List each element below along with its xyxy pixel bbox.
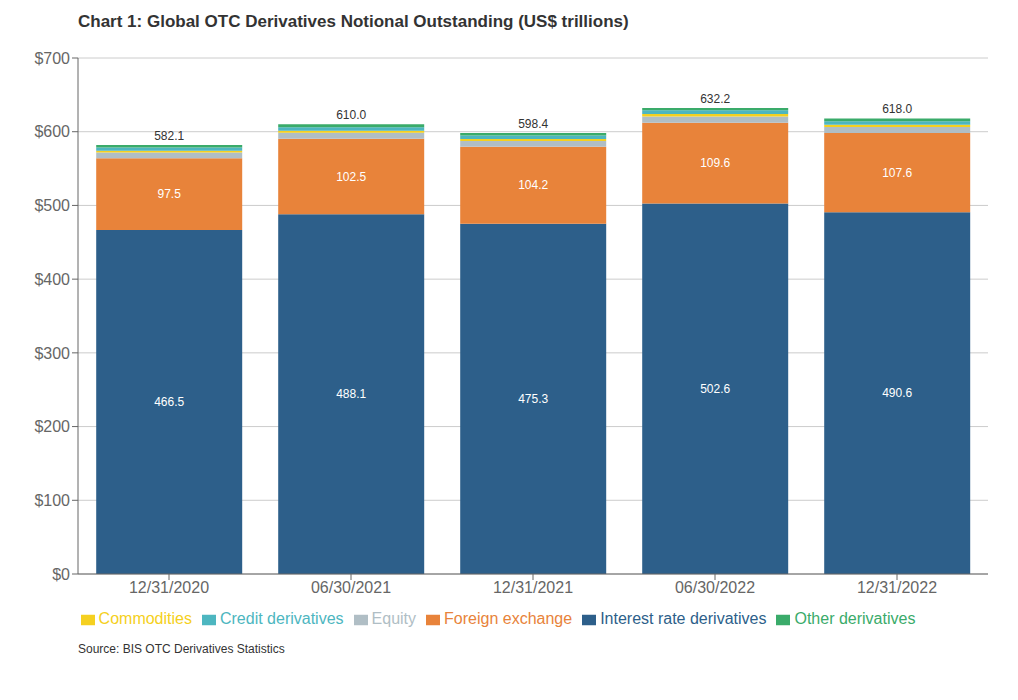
svg-text:12/31/2022: 12/31/2022 bbox=[857, 579, 937, 596]
svg-text:$100: $100 bbox=[34, 492, 70, 509]
html-text:Foreign exchange: Foreign exchange bbox=[444, 610, 573, 627]
svg-text:$700: $700 bbox=[34, 50, 70, 67]
svg-text:502.6: 502.6 bbox=[700, 382, 730, 396]
svg-text:12/31/2021: 12/31/2021 bbox=[493, 579, 573, 596]
html-text:Source: BIS OTC Derivatives St: Source: BIS OTC Derivatives Statistics bbox=[78, 642, 285, 656]
svg-text:109.6: 109.6 bbox=[700, 156, 730, 170]
svg-text:598.4: 598.4 bbox=[518, 117, 548, 131]
svg-text:582.1: 582.1 bbox=[154, 129, 184, 143]
svg-text:$600: $600 bbox=[34, 123, 70, 140]
svg-text:466.5: 466.5 bbox=[154, 395, 184, 409]
svg-text:618.0: 618.0 bbox=[882, 102, 912, 116]
svg-text:104.2: 104.2 bbox=[518, 178, 548, 192]
svg-text:$0: $0 bbox=[52, 566, 70, 583]
html-text:Chart 1: Global OTC Derivative: Chart 1: Global OTC Derivatives Notional… bbox=[78, 12, 629, 31]
svg-text:490.6: 490.6 bbox=[882, 386, 912, 400]
svg-text:102.5: 102.5 bbox=[336, 170, 366, 184]
svg-text:475.3: 475.3 bbox=[518, 392, 548, 406]
svg-text:610.0: 610.0 bbox=[336, 108, 366, 122]
svg-text:06/30/2022: 06/30/2022 bbox=[675, 579, 755, 596]
svg-text:$200: $200 bbox=[34, 418, 70, 435]
svg-text:06/30/2021: 06/30/2021 bbox=[311, 579, 391, 596]
html-text:Credit derivatives: Credit derivatives bbox=[220, 610, 344, 627]
svg-text:488.1: 488.1 bbox=[336, 387, 366, 401]
html-text:Commodities: Commodities bbox=[98, 610, 192, 627]
svg-text:107.6: 107.6 bbox=[882, 166, 912, 180]
html-text:Equity: Equity bbox=[371, 610, 416, 627]
svg-text:$400: $400 bbox=[34, 271, 70, 288]
svg-text:12/31/2020: 12/31/2020 bbox=[129, 579, 209, 596]
svg-text:97.5: 97.5 bbox=[158, 187, 182, 201]
html-text:Interest rate derivatives: Interest rate derivatives bbox=[600, 610, 767, 627]
svg-text:$500: $500 bbox=[34, 197, 70, 214]
svg-text:632.2: 632.2 bbox=[700, 92, 730, 106]
svg-text:$300: $300 bbox=[34, 345, 70, 362]
html-text:Other derivatives: Other derivatives bbox=[794, 610, 916, 627]
